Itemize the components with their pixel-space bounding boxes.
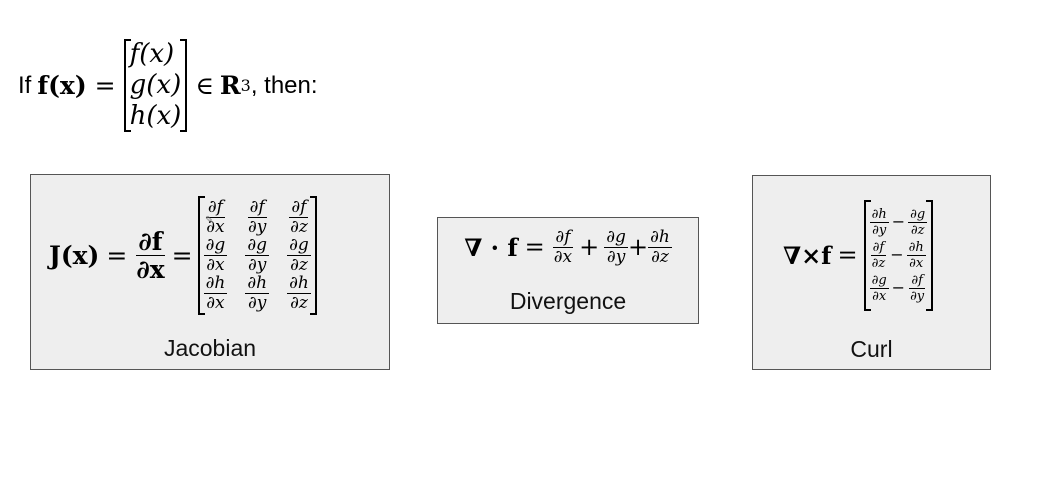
entry-num: ∂h [245,272,270,294]
equals-sign: = [94,71,116,100]
equals-sign: = [106,240,128,270]
component-h: h(x) [129,100,182,131]
entry-num: ∂h [203,272,228,294]
curl-caption: Curl [850,336,893,362]
component-f: f(x) [129,39,175,70]
term-num: ∂h [648,226,672,248]
term-den: ∂y [872,222,887,238]
divergence-term: ∂h ∂z [648,226,672,267]
term-den: ∂z [910,222,925,238]
plus-sign: + [579,233,600,261]
minus-sign: − [890,245,904,264]
curl-vector: ∂h ∂y − ∂g ∂z ∂f ∂z − ∂h ∂x ∂g ∂x − ∂f ∂y [863,199,934,311]
equals-sign: = [524,233,545,261]
component-vector: f(x) g(x) h(x) [123,39,188,132]
entry-num: ∂f [247,196,267,218]
term-den: ∂z [651,246,669,267]
divergence-term: ∂g ∂y [604,226,628,267]
partial-numerator: ∂f [136,226,165,256]
curl-row: ∂g ∂x − ∂f ∂y [869,272,928,304]
entry-den: ∂y [247,216,267,237]
divergence-equation: ∇ · f = ∂f ∂x + ∂g ∂y + ∂h ∂z [438,222,698,272]
jacobian-lhs: J(x) [49,240,100,270]
matrix-entry: ∂g ∂y [245,234,270,275]
curl-row: ∂h ∂y − ∂g ∂z [869,206,928,238]
matrix-entry: ∂f ∂z [287,196,311,237]
matrix-entry: ∂g ∂x [203,234,228,275]
curl-equation: ∇×f = ∂h ∂y − ∂g ∂z ∂f ∂z − ∂h ∂x ∂g ∂x − ∂f ∂… [783,182,933,328]
jacobian-equation: J(x) = ∂f ∂x = ∂f ∂x ∂f ∂y ∂f ∂z ∂g ∂x ∂g ∂y … [49,179,318,331]
curl-term: ∂h ∂x [906,239,926,271]
minus-sign: − [891,278,906,297]
entry-den: ∂z [290,292,308,313]
equals-sign-2: = [171,240,193,270]
entry-den: ∂x [206,254,225,275]
curl-lhs: ∇×f [783,240,832,270]
term-num: ∂h [869,206,889,223]
entry-num: ∂g [287,234,311,256]
entry-den: ∂y [247,292,267,313]
curl-term: ∂g ∂x [869,272,889,304]
term-num: ∂f [870,239,887,256]
entry-num: ∂g [245,234,270,256]
term-num: ∂h [906,239,926,256]
if-word: If [18,71,32,99]
equals-sign: = [837,241,858,269]
curl-term: ∂f ∂y [908,274,926,303]
term-num: ∂g [908,206,928,223]
partial-denominator: ∂x [136,254,165,284]
f-of-x-lhs: f(x) [37,71,87,100]
curl-term: ∂f ∂z [870,241,888,270]
minus-sign: − [891,212,906,231]
jacobian-matrix: ∂f ∂x ∂f ∂y ∂f ∂z ∂g ∂x ∂g ∂y ∂g ∂z ∂h ∂x ∂h ∂y … [197,195,318,315]
pencil-icon: ✎ [205,215,214,226]
entry-den: ∂x [206,216,225,237]
divergence-lhs: ∇ · f [464,232,518,262]
curl-box: ∇×f = ∂h ∂y − ∂g ∂z ∂f ∂z − ∂h ∂x ∂g ∂x − ∂f ∂… [752,175,991,370]
matrix-entry: ∂h ∂x [203,272,228,313]
term-num: ∂f [553,226,573,248]
entry-num: ∂h [287,272,311,294]
matrix-entry: ∂f ∂x [204,196,228,237]
curl-row: ∂f ∂z − ∂h ∂x [870,241,928,270]
partial-f-over-partial-x: ∂f ∂x [134,229,166,282]
matrix-entry: ∂h ∂z [287,272,311,313]
jacobian-caption: Jacobian [163,335,257,361]
plus-sign: + [627,233,649,261]
element-of-symbol: ∈ [195,71,214,100]
term-den: ∂y [606,246,626,267]
entry-num: ∂f [205,196,225,218]
term-num: ∂g [604,226,628,248]
curl-grid: ∂h ∂y − ∂g ∂z ∂f ∂z − ∂h ∂x ∂g ∂x − ∂f ∂y [869,200,928,311]
curl-term: ∂h ∂y [869,206,889,238]
jacobian-grid: ∂f ∂x ∂f ∂y ∂f ∂z ∂g ∂x ∂g ∂y ∂g ∂z ∂h ∂x ∂h ∂y … [203,196,311,315]
term-num: ∂f [909,272,925,289]
jacobian-box: J(x) = ∂f ∂x = ∂f ∂x ∂f ∂y ∂f ∂z ∂g ∂x ∂g ∂y … [30,174,390,370]
term-num: ∂g [869,272,889,289]
term-den: ∂z [871,255,886,271]
matrix-entry: ∂f ∂y [245,196,269,237]
divergence-box: ∇ · f = ∂f ∂x + ∂g ∂y + ∂h ∂z Divergence [437,217,699,324]
matrix-entry: ∂g ∂z [287,234,311,275]
divergence-caption: Divergence [509,288,627,314]
term-den: ∂x [553,246,573,267]
entry-num: ∂g [203,234,228,256]
term-den: ∂x [909,255,924,271]
term-den: ∂y [910,288,925,304]
matrix-entry: ∂h ∂y [245,272,270,313]
entry-den: ∂x [206,292,225,313]
real-space-symbol: R [219,71,241,100]
divergence-term: ∂f ∂x [552,226,574,267]
term-den: ∂x [872,288,887,304]
dimension-exponent: 3 [240,76,251,95]
then-word: , then: [250,71,318,99]
entry-den: ∂z [290,254,308,275]
entry-den: ∂y [247,254,267,275]
component-g: g(x) [129,70,182,101]
entry-num: ∂f [289,196,309,218]
curl-term: ∂g ∂z [908,206,928,238]
entry-den: ∂z [290,216,308,237]
